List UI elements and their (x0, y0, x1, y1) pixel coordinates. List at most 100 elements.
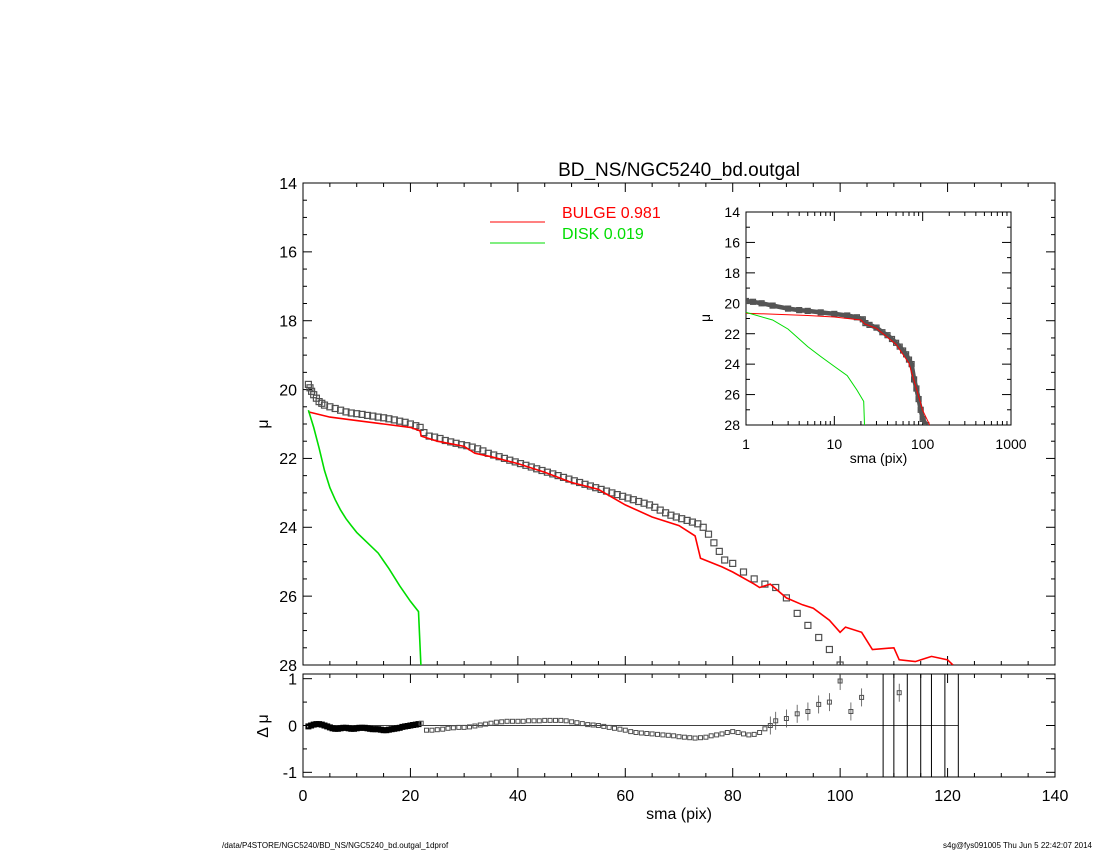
resid-point (531, 718, 537, 724)
data-point (447, 438, 455, 446)
bulge-line (308, 411, 954, 665)
inset-ytick-label: 16 (724, 234, 740, 250)
resid-point (418, 720, 424, 726)
resid-point (859, 694, 865, 700)
resid-xtick-label: 60 (616, 788, 634, 805)
data-point (608, 489, 616, 497)
main-ytick-label: 22 (279, 451, 297, 468)
resid-point (735, 730, 741, 735)
resid-point (687, 735, 693, 741)
resid-point (622, 727, 628, 733)
data-point (750, 575, 758, 583)
resid-point (649, 731, 655, 737)
resid-point (617, 726, 623, 732)
resid-point (671, 733, 677, 739)
data-point (320, 401, 329, 409)
resid-point (708, 733, 714, 739)
legend-label-bulge: BULGE 0.981 (562, 205, 661, 222)
main-ytick-label: 26 (279, 589, 297, 606)
main-profile-panel: 14 16 18 20 22 24 26 28 BD_NS/NGC5240_bd.outgal μ… (255, 160, 1056, 675)
resid-point (724, 730, 730, 735)
data-point (474, 445, 482, 453)
data-point (337, 406, 345, 414)
resid-point (644, 731, 650, 736)
inset-ytick-label: 14 (724, 204, 740, 220)
inset-xlabel: sma (pix) (850, 450, 908, 466)
resid-point (536, 718, 542, 724)
inset-ytick-label: 26 (724, 387, 740, 403)
data-point (782, 594, 791, 602)
resid-xtick-label: 120 (934, 788, 961, 805)
resid-point (848, 709, 854, 714)
resid-point (547, 717, 553, 723)
resid-point (510, 718, 515, 724)
data-point (793, 609, 801, 618)
inset-xtick-label: 100 (911, 436, 935, 452)
resid-xtick-label: 80 (724, 788, 742, 805)
data-point (452, 439, 460, 447)
resid-point (751, 731, 757, 737)
resid-xtick-label: 20 (402, 788, 420, 805)
data-point (721, 556, 729, 564)
inset-disk-line (746, 311, 865, 425)
resid-point (805, 709, 811, 714)
chart-title: BD_NS/NGC5240_bd.outgal (558, 160, 800, 181)
data-point (704, 530, 713, 538)
footer-file-path: /data/P4STORE/NGC5240/BD_NS/NGC5240_bd.o… (222, 841, 449, 850)
resid-point (493, 719, 499, 725)
resid-point (896, 690, 902, 696)
data-point (688, 518, 697, 526)
data-point (739, 568, 748, 576)
resid-point (467, 724, 472, 730)
resid-point (429, 727, 435, 733)
resid-point (558, 717, 564, 723)
resid-point (730, 729, 736, 735)
inset-bulge-line (746, 312, 931, 425)
resid-point (477, 722, 483, 728)
data-point (374, 413, 382, 421)
main-ytick-label: 28 (279, 658, 297, 675)
resid-xtick-label: 100 (827, 788, 854, 805)
resid-point (606, 724, 612, 730)
resid-point (440, 726, 446, 732)
data-point (667, 511, 675, 519)
resid-point (504, 718, 510, 724)
resid-point (692, 735, 698, 741)
inset-ytick-label: 18 (724, 265, 740, 281)
resid-point (676, 734, 682, 740)
resid-point (773, 718, 779, 724)
resid-point (633, 730, 639, 735)
data-point (624, 494, 632, 502)
data-point (683, 516, 691, 525)
data-point (326, 403, 334, 411)
disk-line (307, 409, 422, 665)
resid-point (698, 735, 703, 741)
data-point (342, 408, 350, 416)
main-ytick-label: 14 (279, 176, 297, 193)
data-point (804, 621, 812, 630)
resid-point (638, 730, 644, 736)
resid-point (526, 718, 532, 724)
resid-ylabel: Δ μ (255, 714, 272, 737)
resid-point (424, 727, 429, 733)
resid-point (445, 725, 451, 731)
resid-point (563, 718, 569, 724)
resid-ytick-label: 1 (288, 671, 297, 688)
inset-xtick-label: 1 (742, 436, 750, 452)
resid-point (816, 701, 822, 707)
data-point (635, 497, 643, 506)
resid-xtick-label: 40 (509, 788, 527, 805)
footer-timestamp: s4g@fys091005 Thu Jun 5 22:42:07 2014 (943, 841, 1092, 850)
resid-xtick-label: 140 (1042, 788, 1069, 805)
inset-bg (746, 212, 1011, 425)
data-point (613, 491, 621, 499)
resid-point (434, 727, 440, 733)
resid-point (574, 720, 580, 726)
data-point (710, 539, 718, 547)
resid-point (837, 678, 843, 684)
resid-point (767, 723, 773, 728)
resid-point (714, 732, 720, 738)
inset-xtick-label: 1000 (995, 436, 1026, 452)
resid-point (681, 734, 687, 740)
